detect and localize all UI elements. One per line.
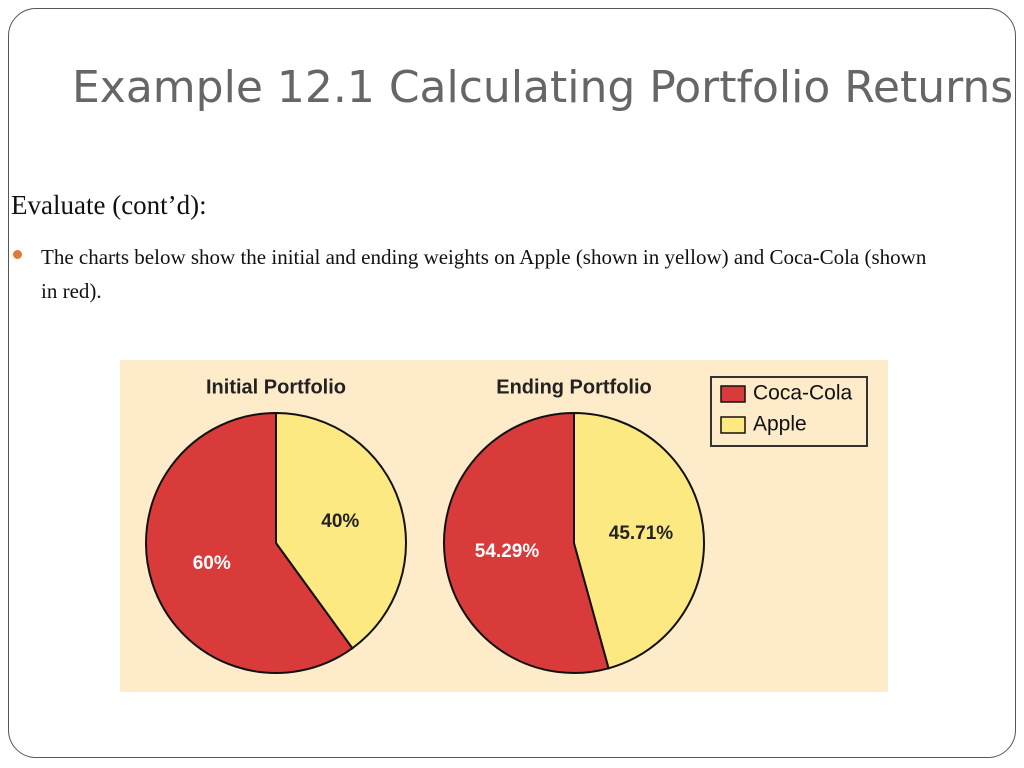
bullet-text: The charts below show the initial and en…: [41, 245, 927, 303]
chart-title: Ending Portfolio: [496, 376, 652, 398]
data-label: 40%: [321, 511, 359, 532]
legend-label: Apple: [753, 413, 807, 436]
pie-slice: [573, 411, 705, 670]
legend-label: Coca-Cola: [753, 382, 853, 405]
slide-frame: [8, 8, 1016, 758]
chart-title: Initial Portfolio: [206, 376, 346, 398]
data-label: 60%: [193, 553, 231, 574]
legend-swatch: [720, 416, 746, 434]
slide-title: Example 12.1 Calculating Portfolio Retur…: [72, 62, 1014, 113]
bullet-dot: [13, 250, 22, 259]
pie-slice: [145, 411, 354, 674]
legend-swatch: [720, 385, 746, 403]
pie-slice: [443, 411, 610, 674]
pie-slice: [275, 411, 407, 650]
data-label: 54.29%: [475, 541, 540, 562]
data-label: 45.71%: [609, 523, 674, 544]
legend-box: [710, 376, 868, 447]
slide-heading: Evaluate (cont’d):: [11, 190, 207, 220]
